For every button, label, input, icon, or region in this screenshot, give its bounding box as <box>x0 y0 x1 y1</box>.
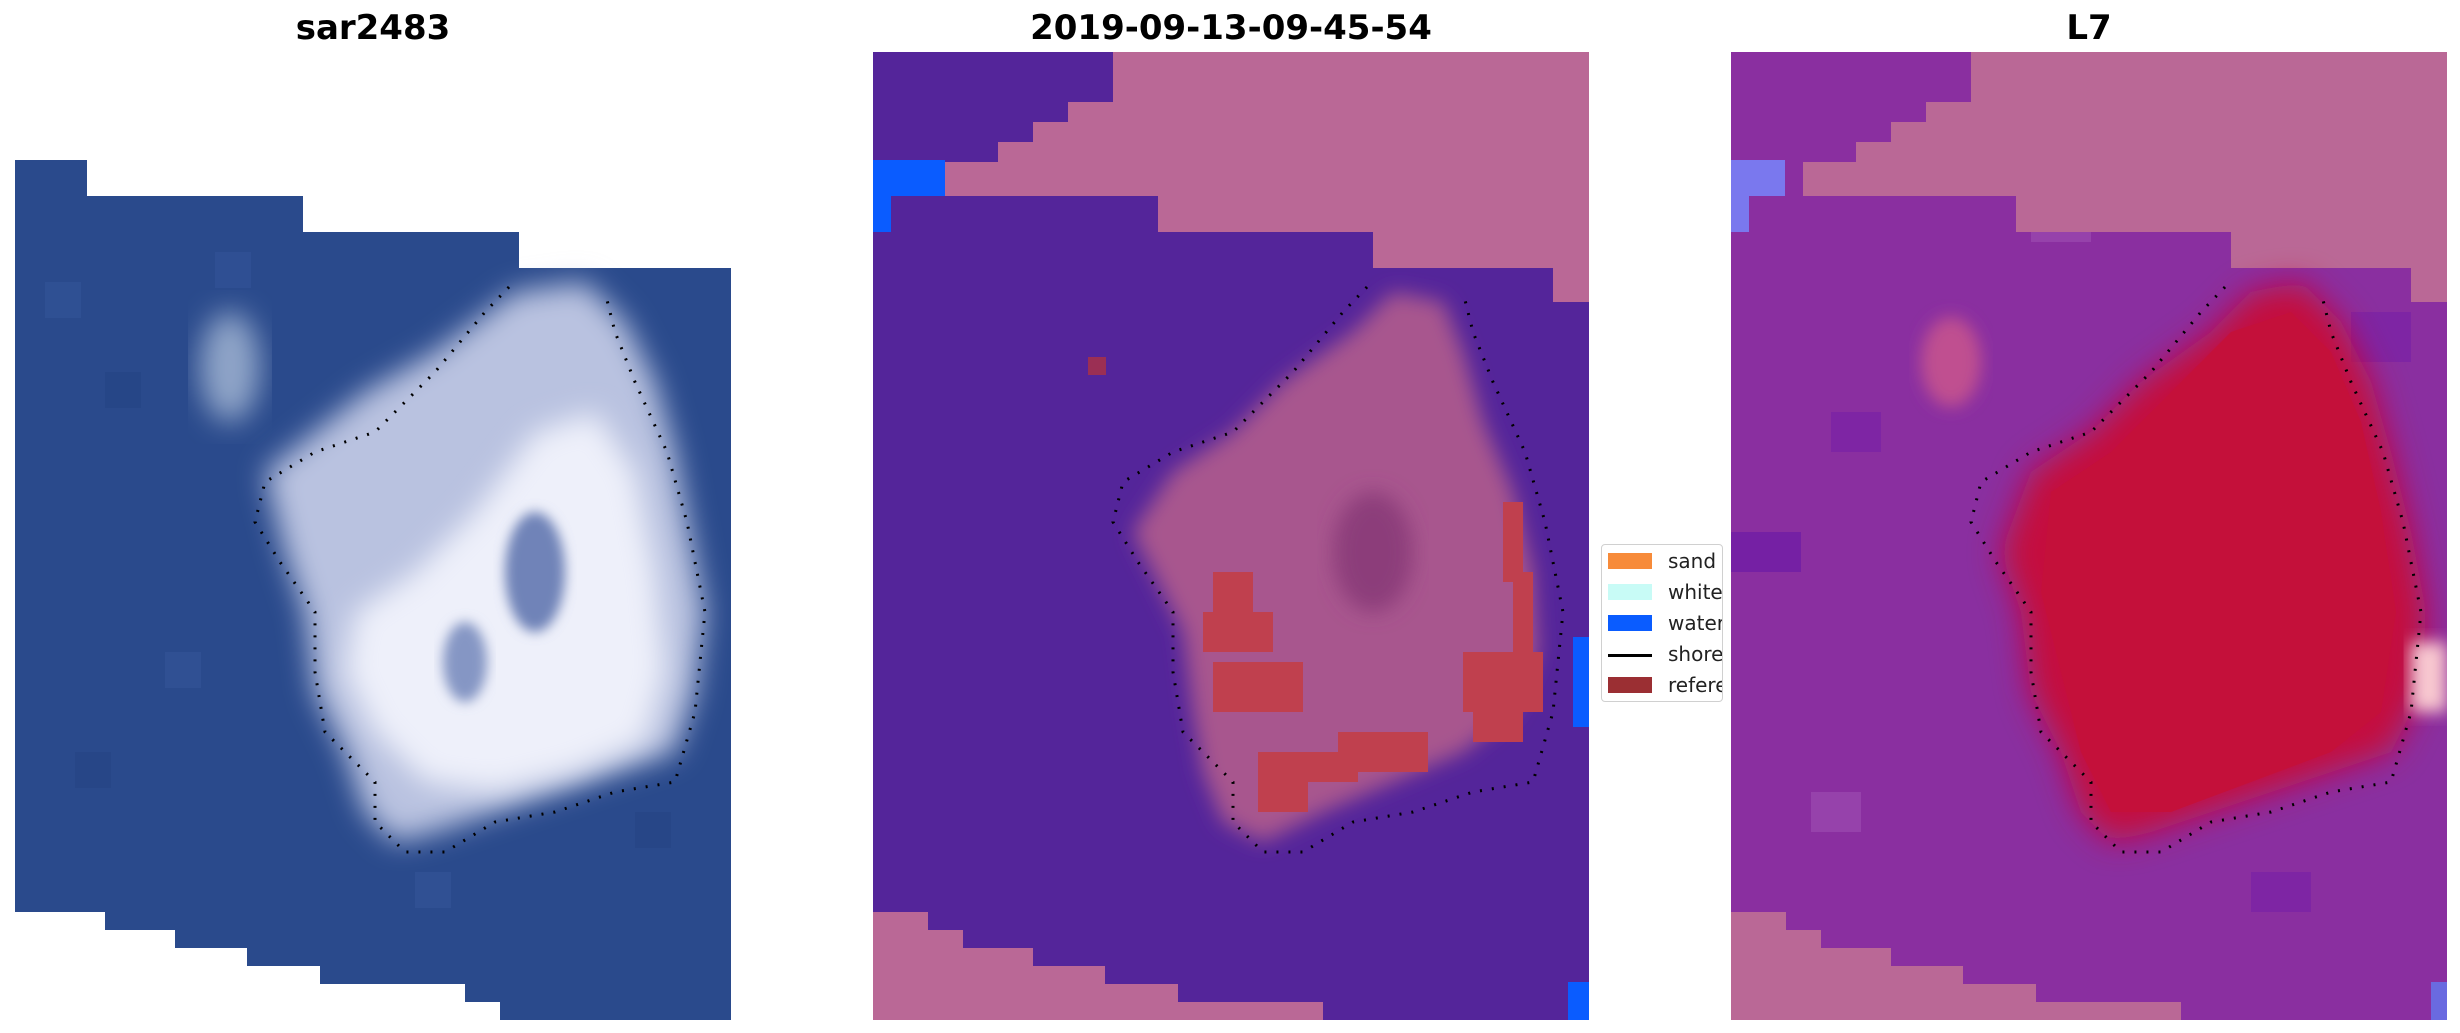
corner-patch <box>2431 982 2447 1020</box>
bright-patch <box>2411 642 2447 712</box>
index-image <box>1731 52 2447 1020</box>
island-shadow <box>505 512 565 632</box>
nodata-area <box>1803 52 2447 302</box>
legend-label: shoreline <box>1668 642 1723 666</box>
island-bright <box>345 412 665 792</box>
panel-title: L7 <box>2066 8 2112 48</box>
corner-patch <box>1731 160 1785 232</box>
water-class-patch <box>1568 982 1589 1020</box>
legend-label: reference <box>1668 673 1722 697</box>
land-pixel <box>1088 357 1106 375</box>
satellite-image <box>15 160 731 1020</box>
legend-label: water <box>1668 611 1723 635</box>
panel-title: sar2483 <box>295 8 451 48</box>
shoreline <box>253 285 707 854</box>
reference-patches <box>1203 502 1543 812</box>
shoreline <box>1969 285 2423 854</box>
nodata-area <box>945 52 1589 302</box>
index-texture <box>1731 202 2411 912</box>
legend-label: sand <box>1668 549 1717 573</box>
small-islet <box>1921 317 1981 407</box>
land-shadow <box>1333 492 1413 612</box>
sea-texture <box>45 252 671 908</box>
island-shadow <box>443 622 487 702</box>
nodata-area <box>873 912 1323 1020</box>
water-swatch-icon <box>1608 615 1652 631</box>
panel-classified-image: 2019-09-13-09-45-54 <box>873 0 1589 1033</box>
shoreline <box>1111 285 1565 854</box>
water-class-patch <box>873 160 945 232</box>
nodata-area <box>1731 912 2181 1020</box>
classified-image <box>873 52 1589 1020</box>
panel-index-image: L7 <box>1731 0 2447 1033</box>
land-index-area <box>2041 312 2396 812</box>
shoreline-line-icon <box>1608 654 1652 657</box>
panel-title: 2019-09-13-09-45-54 <box>1030 8 1432 48</box>
water-class-patch <box>1573 637 1589 727</box>
whitewater-swatch-icon <box>1608 584 1652 600</box>
reference-swatch-icon <box>1608 677 1652 693</box>
panel-satellite-image: sar2483 <box>15 0 731 1033</box>
small-islet <box>200 312 260 422</box>
sand-swatch-icon <box>1608 553 1652 569</box>
